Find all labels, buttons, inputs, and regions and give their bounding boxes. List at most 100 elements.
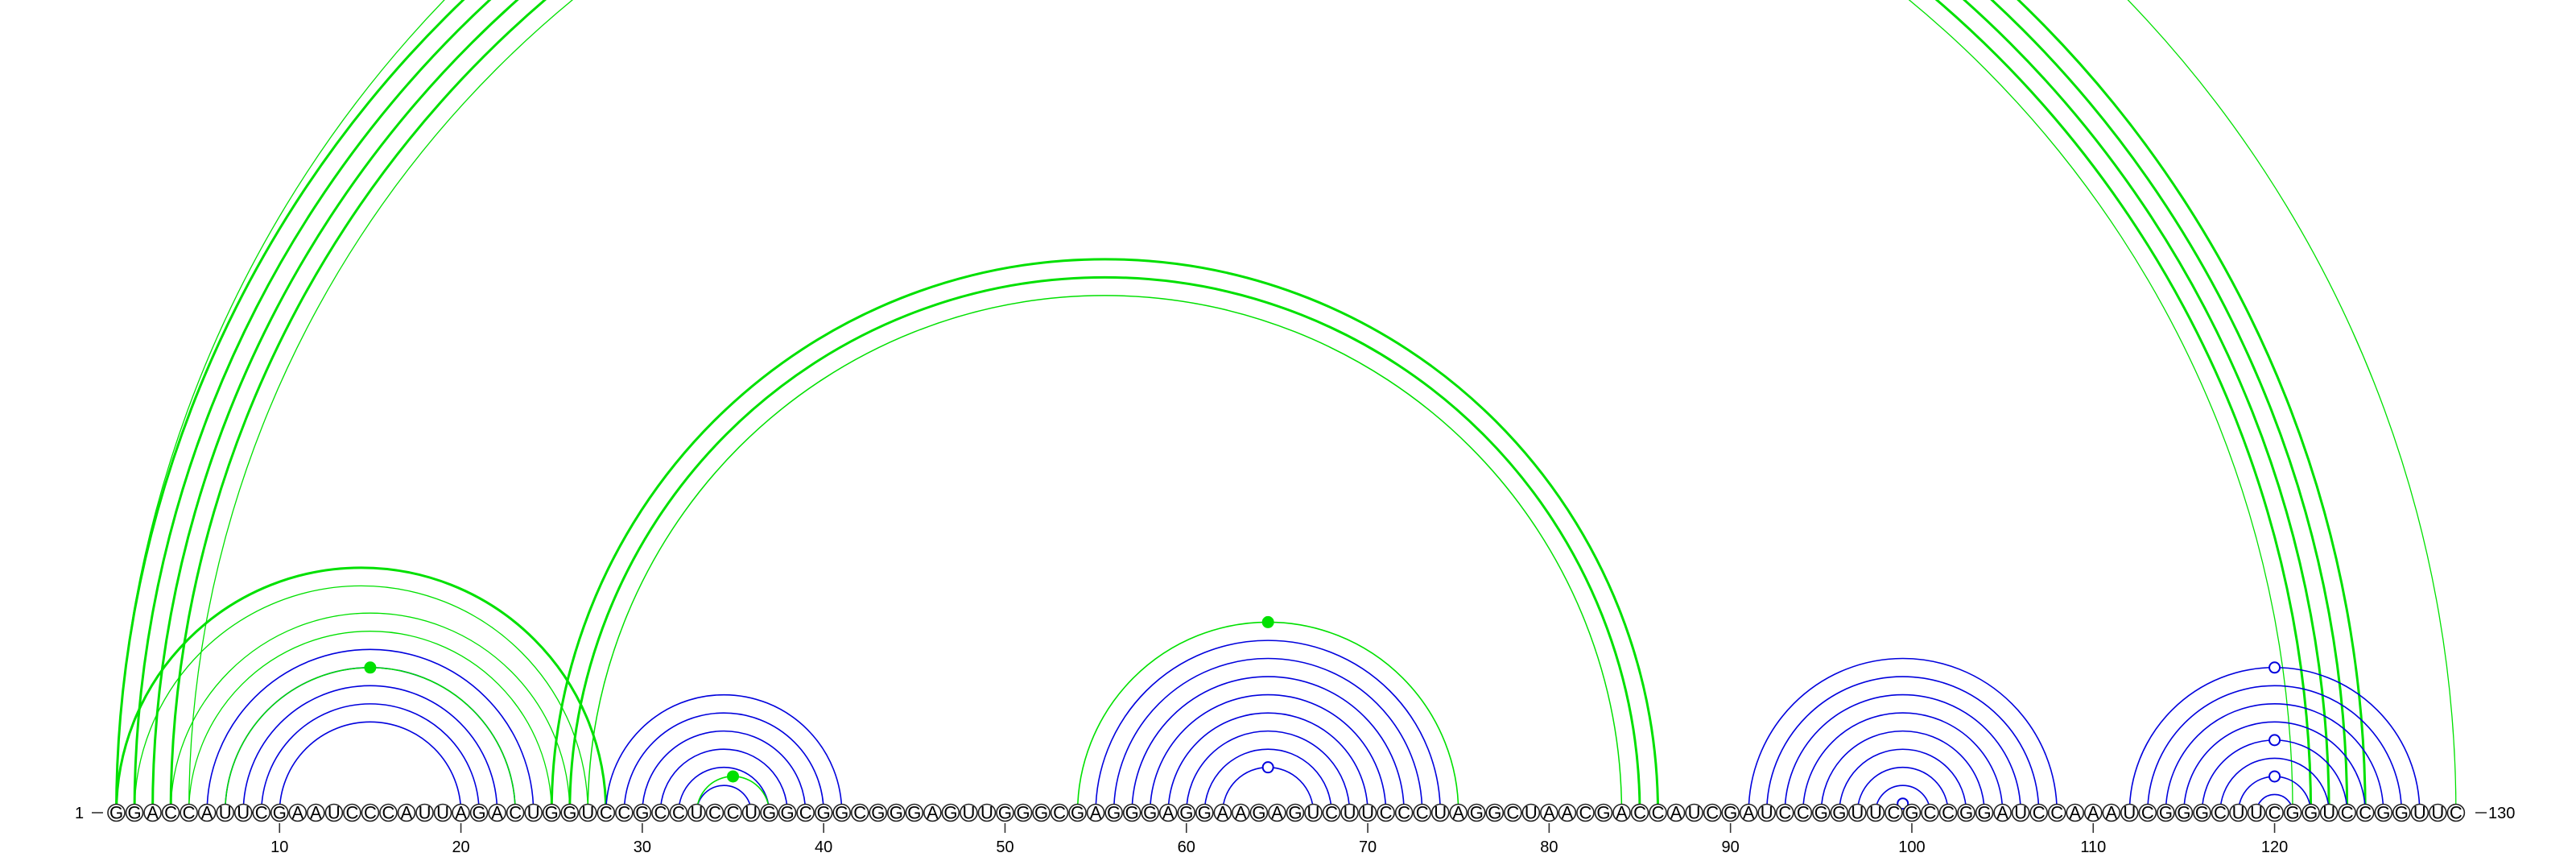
nucleotide-circle [1213, 803, 1232, 822]
base-pair-arc [1820, 730, 1985, 814]
base-pair-arc [623, 712, 824, 814]
nucleotide-circle [1721, 803, 1740, 822]
base-pair-arc [188, 0, 2293, 814]
nucleotide-letter: G [1488, 803, 1501, 823]
nucleotide-circle [1467, 803, 1486, 822]
nucleotide-circle [1268, 803, 1286, 822]
nucleotide-circle [741, 803, 761, 822]
nucleotide-circle [1703, 803, 1722, 822]
base-pair-arc [134, 585, 588, 814]
nucleotide-letter: U [581, 803, 594, 823]
base-pair-arc [1784, 693, 2021, 814]
base-pair-arc [1113, 657, 1423, 814]
nucleotide-letter: A [927, 803, 939, 823]
nucleotide-letter: C [1397, 803, 1410, 823]
nucleotide-letter: U [1688, 803, 1701, 823]
nucleotide-letter: G [109, 803, 123, 823]
nucleotide-circle [1812, 803, 1831, 822]
nucleotide-circle [1649, 803, 1667, 822]
nucleotide-letter: A [401, 803, 413, 823]
nucleotide-circle [161, 803, 180, 822]
nucleotide-letter: C [2141, 803, 2154, 823]
nucleotide-circle [2229, 803, 2248, 822]
nucleotide-letter: G [835, 803, 848, 823]
base-pair-arcs [117, 0, 2456, 813]
nucleotide-circle [1177, 803, 1196, 822]
nucleotide-circle [1304, 803, 1323, 822]
nucleotide-letter: G [2159, 803, 2173, 823]
tick-label: 10 [270, 838, 288, 856]
nucleotide-circle [1249, 803, 1269, 822]
base-pair-arc [224, 667, 516, 814]
nucleotide-letter: U [2322, 803, 2335, 823]
nucleotide-circle [2211, 803, 2230, 822]
nucleotide-circle [1666, 803, 1686, 822]
nucleotide-letter: C [727, 803, 740, 823]
pair-marker [2268, 734, 2281, 747]
nucleotide-letter: A [2105, 803, 2117, 823]
nucleotide-letter: C [345, 803, 358, 823]
base-pair-arc [170, 612, 571, 814]
nucleotide-letter: U [419, 803, 431, 823]
nucleotide-letter: G [1016, 803, 1030, 823]
nucleotide-letter: C [1942, 803, 1955, 823]
nucleotide-letter: G [907, 803, 921, 823]
nucleotide-letter: G [2395, 803, 2409, 823]
nucleotide-circle [524, 803, 543, 822]
nucleotide-letter: C [1652, 803, 1665, 823]
nucleotide-circle [433, 803, 452, 822]
nucleotide-circle [850, 803, 869, 822]
nucleotide-letter: C [382, 803, 395, 823]
tick-label: 50 [996, 838, 1013, 856]
nucleotide-letter: C [2033, 803, 2046, 823]
nucleotide-letter: U [962, 803, 975, 823]
nucleotide-letter: C [1380, 803, 1393, 823]
nucleotide-letter: G [2376, 803, 2390, 823]
nucleotide-letter: G [781, 803, 795, 823]
nucleotide-circle [724, 803, 742, 822]
nucleotide-circle [2265, 803, 2284, 822]
base-pair-arc [1875, 785, 1931, 814]
nucleotide-letter: U [436, 803, 449, 823]
nucleotide-circle [2047, 803, 2066, 822]
nucleotide-circle [1050, 803, 1069, 822]
nucleotide-circle [1430, 803, 1450, 822]
nucleotide-circle [1866, 803, 1885, 822]
nucleotide-letter: C [2050, 803, 2063, 823]
nucleotide-circle [1104, 803, 1123, 822]
nucleotide-letter: A [1616, 803, 1628, 823]
nucleotide-circle [1848, 803, 1867, 822]
nucleotide-letter: U [1361, 803, 1374, 823]
nucleotide-circle [1340, 803, 1359, 822]
nucleotide-circle [1540, 803, 1558, 822]
nucleotide-circle [469, 803, 489, 822]
nucleotide-circle [814, 803, 833, 822]
nucleotide-letter: U [2413, 803, 2426, 823]
base-pair-arc [1839, 748, 1967, 814]
nucleotide-circle [1504, 803, 1522, 822]
nucleotide-circle [1757, 803, 1777, 822]
nucleotide-letter: U [1525, 803, 1538, 823]
nucleotide-letter: C [1706, 803, 1719, 823]
nucleotide-circle [1322, 803, 1341, 822]
nucleotide-letter: U [2431, 803, 2444, 823]
nucleotide-circle [415, 803, 434, 822]
nucleotide-circle [252, 803, 271, 822]
nucleotide-circle [307, 803, 325, 822]
nucleotide-letter: C [1053, 803, 1066, 823]
nucleotide-circle [1921, 803, 1939, 822]
nucleotide-circle [1485, 803, 1505, 822]
nucleotide-letter: A [1090, 803, 1102, 823]
tick-label: 20 [452, 838, 469, 856]
sequence-backbone: 1 130 [75, 805, 2515, 822]
nucleotide-letter: A [1271, 803, 1283, 823]
position-axis: 10 20 30 40 50 60 70 80 90 100 110 120 [270, 823, 2288, 856]
nucleotide-circle [1612, 803, 1631, 822]
nucleotide-circle [2193, 803, 2211, 822]
nucleotide-circle [1377, 803, 1395, 822]
nucleotide-letter: G [1252, 803, 1265, 823]
base-pair-arc [659, 748, 788, 814]
nucleotide-letter: A [1743, 803, 1755, 823]
nucleotide-letter: U [2014, 803, 2027, 823]
base-pair-arc [642, 730, 807, 814]
